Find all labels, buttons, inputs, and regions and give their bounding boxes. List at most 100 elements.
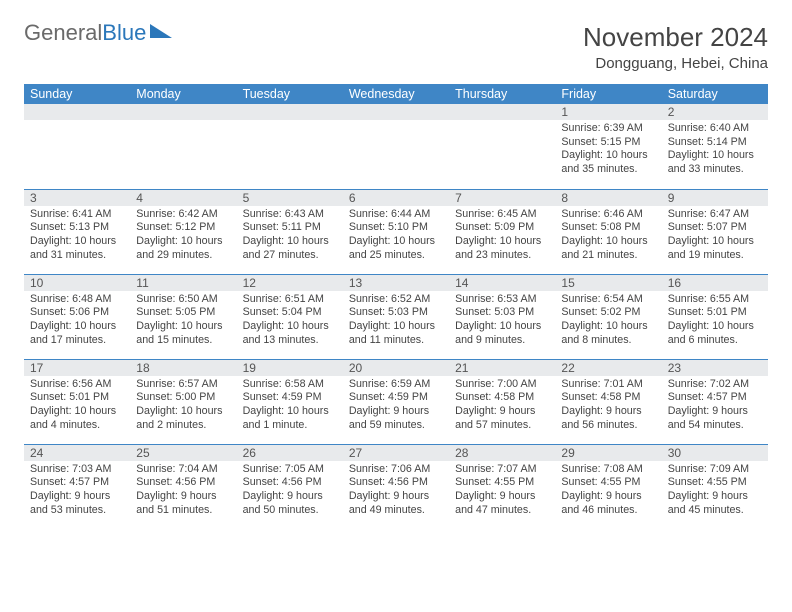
- day-header: Thursday: [449, 84, 555, 104]
- sunset-text: Sunset: 5:04 PM: [243, 306, 337, 320]
- day-details: Sunrise: 7:05 AMSunset: 4:56 PMDaylight:…: [237, 461, 343, 522]
- day-number: 3: [24, 190, 130, 206]
- calendar-cell: 18Sunrise: 6:57 AMSunset: 5:00 PMDayligh…: [130, 359, 236, 444]
- day-number: 29: [555, 445, 661, 461]
- day-number: 30: [662, 445, 768, 461]
- calendar-cell: 5Sunrise: 6:43 AMSunset: 5:11 PMDaylight…: [237, 189, 343, 274]
- sunset-text: Sunset: 5:12 PM: [136, 221, 230, 235]
- logo: GeneralBlue: [24, 20, 172, 46]
- sunset-text: Sunset: 4:56 PM: [349, 476, 443, 490]
- day-details: Sunrise: 6:51 AMSunset: 5:04 PMDaylight:…: [237, 291, 343, 352]
- calendar-cell: 27Sunrise: 7:06 AMSunset: 4:56 PMDayligh…: [343, 444, 449, 529]
- calendar-cell: 28Sunrise: 7:07 AMSunset: 4:55 PMDayligh…: [449, 444, 555, 529]
- day-details: Sunrise: 6:48 AMSunset: 5:06 PMDaylight:…: [24, 291, 130, 352]
- title-block: November 2024 Dongguang, Hebei, China: [583, 20, 768, 72]
- day-header: Sunday: [24, 84, 130, 104]
- location-text: Dongguang, Hebei, China: [583, 55, 768, 72]
- day-header: Friday: [555, 84, 661, 104]
- sunrise-text: Sunrise: 6:43 AM: [243, 208, 337, 222]
- sunrise-text: Sunrise: 6:53 AM: [455, 293, 549, 307]
- day-details: Sunrise: 6:45 AMSunset: 5:09 PMDaylight:…: [449, 206, 555, 267]
- sunset-text: Sunset: 5:14 PM: [668, 136, 762, 150]
- sunset-text: Sunset: 5:08 PM: [561, 221, 655, 235]
- day-number: 28: [449, 445, 555, 461]
- calendar-week: 17Sunrise: 6:56 AMSunset: 5:01 PMDayligh…: [24, 359, 768, 444]
- sunrise-text: Sunrise: 6:42 AM: [136, 208, 230, 222]
- day-details: [24, 120, 130, 126]
- calendar-cell: 12Sunrise: 6:51 AMSunset: 5:04 PMDayligh…: [237, 274, 343, 359]
- day-details: Sunrise: 6:39 AMSunset: 5:15 PMDaylight:…: [555, 120, 661, 181]
- sunset-text: Sunset: 4:59 PM: [243, 391, 337, 405]
- sunset-text: Sunset: 5:03 PM: [349, 306, 443, 320]
- daylight-text: Daylight: 10 hours and 19 minutes.: [668, 235, 762, 262]
- day-header: Monday: [130, 84, 236, 104]
- day-number: 18: [130, 360, 236, 376]
- day-details: Sunrise: 7:08 AMSunset: 4:55 PMDaylight:…: [555, 461, 661, 522]
- sunset-text: Sunset: 5:11 PM: [243, 221, 337, 235]
- daylight-text: Daylight: 10 hours and 23 minutes.: [455, 235, 549, 262]
- sunset-text: Sunset: 5:13 PM: [30, 221, 124, 235]
- day-details: Sunrise: 6:50 AMSunset: 5:05 PMDaylight:…: [130, 291, 236, 352]
- daylight-text: Daylight: 10 hours and 4 minutes.: [30, 405, 124, 432]
- calendar-week: 3Sunrise: 6:41 AMSunset: 5:13 PMDaylight…: [24, 189, 768, 274]
- sunset-text: Sunset: 5:03 PM: [455, 306, 549, 320]
- logo-text-gray: General: [24, 20, 102, 46]
- day-number: 25: [130, 445, 236, 461]
- sunset-text: Sunset: 4:58 PM: [561, 391, 655, 405]
- calendar-cell: 3Sunrise: 6:41 AMSunset: 5:13 PMDaylight…: [24, 189, 130, 274]
- daylight-text: Daylight: 9 hours and 47 minutes.: [455, 490, 549, 517]
- day-details: Sunrise: 7:07 AMSunset: 4:55 PMDaylight:…: [449, 461, 555, 522]
- day-number: 16: [662, 275, 768, 291]
- calendar-cell: 9 Sunrise: 6:47 AMSunset: 5:07 PMDaylight…: [662, 189, 768, 274]
- day-number: 5: [237, 190, 343, 206]
- day-details: Sunrise: 6:44 AMSunset: 5:10 PMDaylight:…: [343, 206, 449, 267]
- sunrise-text: Sunrise: 7:05 AM: [243, 463, 337, 477]
- day-number: 21: [449, 360, 555, 376]
- day-details: [449, 120, 555, 126]
- sunset-text: Sunset: 4:55 PM: [561, 476, 655, 490]
- sunset-text: Sunset: 5:07 PM: [668, 221, 762, 235]
- sunrise-text: Sunrise: 7:09 AM: [668, 463, 762, 477]
- calendar-cell: [449, 104, 555, 189]
- logo-sail-icon: [150, 24, 172, 38]
- day-details: [130, 120, 236, 126]
- day-number: 6: [343, 190, 449, 206]
- calendar-cell: 29Sunrise: 7:08 AMSunset: 4:55 PMDayligh…: [555, 444, 661, 529]
- daylight-text: Daylight: 9 hours and 50 minutes.: [243, 490, 337, 517]
- daylight-text: Daylight: 10 hours and 1 minute.: [243, 405, 337, 432]
- sunrise-text: Sunrise: 7:04 AM: [136, 463, 230, 477]
- day-details: Sunrise: 6:55 AMSunset: 5:01 PMDaylight:…: [662, 291, 768, 352]
- daylight-text: Daylight: 10 hours and 31 minutes.: [30, 235, 124, 262]
- sunrise-text: Sunrise: 6:47 AM: [668, 208, 762, 222]
- day-number: 8: [555, 190, 661, 206]
- calendar-cell: [24, 104, 130, 189]
- sunset-text: Sunset: 5:00 PM: [136, 391, 230, 405]
- day-number: 17: [24, 360, 130, 376]
- day-details: Sunrise: 7:06 AMSunset: 4:56 PMDaylight:…: [343, 461, 449, 522]
- sunset-text: Sunset: 4:57 PM: [668, 391, 762, 405]
- sunrise-text: Sunrise: 7:03 AM: [30, 463, 124, 477]
- day-number: [130, 104, 236, 120]
- day-number: 26: [237, 445, 343, 461]
- logo-text-blue: Blue: [102, 20, 146, 46]
- daylight-text: Daylight: 9 hours and 59 minutes.: [349, 405, 443, 432]
- calendar-cell: 21Sunrise: 7:00 AMSunset: 4:58 PMDayligh…: [449, 359, 555, 444]
- day-details: Sunrise: 6:59 AMSunset: 4:59 PMDaylight:…: [343, 376, 449, 437]
- daylight-text: Daylight: 10 hours and 2 minutes.: [136, 405, 230, 432]
- sunrise-text: Sunrise: 7:07 AM: [455, 463, 549, 477]
- day-number: 9: [662, 190, 768, 206]
- calendar-cell: 8Sunrise: 6:46 AMSunset: 5:08 PMDaylight…: [555, 189, 661, 274]
- day-details: Sunrise: 6:40 AMSunset: 5:14 PMDaylight:…: [662, 120, 768, 181]
- sunset-text: Sunset: 4:56 PM: [243, 476, 337, 490]
- month-title: November 2024: [583, 22, 768, 53]
- calendar-cell: [237, 104, 343, 189]
- sunset-text: Sunset: 5:05 PM: [136, 306, 230, 320]
- sunset-text: Sunset: 4:56 PM: [136, 476, 230, 490]
- sunrise-text: Sunrise: 6:40 AM: [668, 122, 762, 136]
- daylight-text: Daylight: 9 hours and 49 minutes.: [349, 490, 443, 517]
- day-number: 24: [24, 445, 130, 461]
- calendar-cell: 24Sunrise: 7:03 AMSunset: 4:57 PMDayligh…: [24, 444, 130, 529]
- calendar-cell: 25Sunrise: 7:04 AMSunset: 4:56 PMDayligh…: [130, 444, 236, 529]
- calendar-week: 10Sunrise: 6:48 AMSunset: 5:06 PMDayligh…: [24, 274, 768, 359]
- calendar-cell: 20Sunrise: 6:59 AMSunset: 4:59 PMDayligh…: [343, 359, 449, 444]
